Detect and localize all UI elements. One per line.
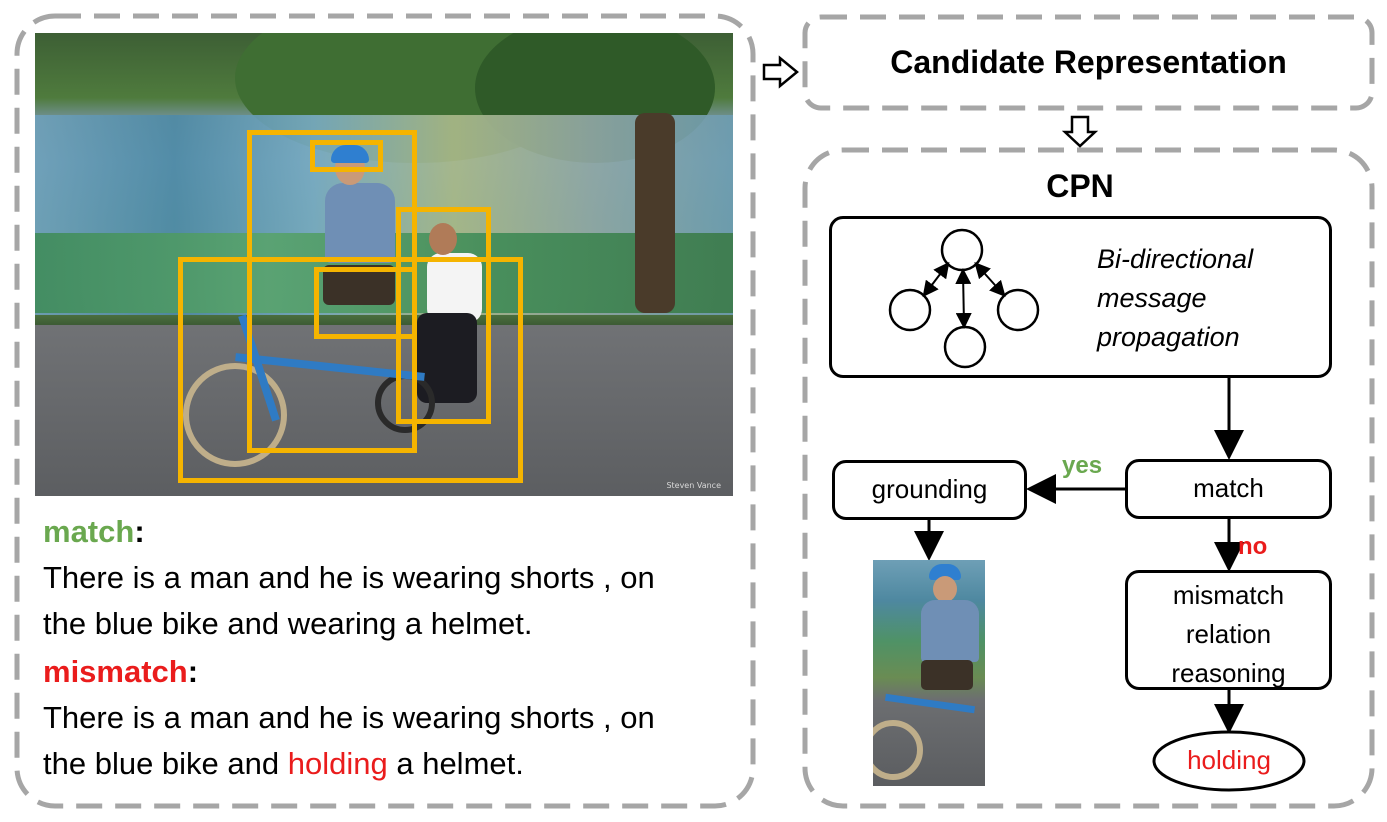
- bbox-helmet: [310, 140, 383, 172]
- propagation-box: [829, 216, 1332, 378]
- bbox-bike: [178, 257, 523, 483]
- mismatch-reasoning-label: mismatch relation reasoning: [1125, 576, 1332, 693]
- match-line-2: the blue bike and wearing a helmet.: [43, 606, 533, 641]
- candidate-representation-title: Candidate Representation: [890, 44, 1287, 80]
- helmet: [331, 145, 369, 163]
- match-colon: :: [134, 514, 145, 549]
- rider-head: [429, 223, 457, 255]
- propagation-text: Bi-directional message propagation: [1097, 240, 1317, 357]
- crop-shorts: [921, 660, 973, 690]
- graph-node-right: [996, 288, 1040, 332]
- propagation-line-3: propagation: [1097, 322, 1240, 352]
- rider-shirt: [427, 253, 482, 323]
- bike-front-wheel: [183, 363, 287, 467]
- hollow-arrow-right-icon: [762, 55, 799, 89]
- mismatch-reasoning-box: [1125, 570, 1332, 690]
- photo-watermark: Steven Vance: [666, 481, 721, 490]
- candidate-representation-border: [802, 14, 1375, 111]
- crop-helmet: [929, 564, 961, 580]
- result-label: holding: [1187, 745, 1271, 775]
- no-label: no: [1238, 533, 1268, 560]
- crop-shirt: [921, 600, 979, 662]
- match-header: match:: [43, 512, 743, 552]
- cyclist-shirt: [325, 183, 395, 263]
- mismatch-line-2: the blue bike and holding a helmet.: [43, 744, 743, 784]
- graph-node-left: [888, 288, 932, 332]
- graph-edge-top-right: [974, 262, 1006, 297]
- match-box-label: match: [1193, 473, 1264, 503]
- match-label: match: [43, 514, 135, 549]
- grounding-box: [832, 460, 1027, 520]
- mismatch-header: mismatch:: [43, 652, 743, 692]
- mismatch-reasoning-line-2: relation: [1185, 619, 1272, 649]
- scene-photo: Steven Vance: [35, 33, 733, 496]
- cpn-title: CPN: [1046, 168, 1114, 204]
- grounding-label: grounding: [871, 474, 988, 504]
- crop-wheel: [873, 720, 923, 780]
- match-line-1: There is a man and he is wearing shorts …: [43, 560, 655, 595]
- propagation-line-2: message: [1097, 283, 1207, 313]
- grounding-crop-image: [873, 560, 985, 786]
- yes-label: yes: [1062, 452, 1103, 479]
- match-box: [1125, 459, 1332, 519]
- bbox-rider: [396, 207, 491, 424]
- left-panel-border: [14, 13, 756, 809]
- cpn-panel-border: [802, 147, 1375, 809]
- graph-edge-top-bottom: [955, 268, 972, 329]
- mismatch-reasoning-line-3: reasoning: [1171, 658, 1286, 688]
- mismatch-line-2-pre: the blue bike and: [43, 746, 288, 781]
- propagation-line-1: Bi-directional: [1097, 244, 1254, 274]
- mismatch-caption: mismatch: There is a man and he is weari…: [43, 652, 743, 784]
- mismatch-line-2-highlight: holding: [287, 746, 388, 781]
- hollow-arrow-down-icon: [1061, 115, 1099, 148]
- crop-frame: [884, 693, 976, 714]
- crop-head: [933, 576, 957, 602]
- mismatch-colon: :: [187, 654, 199, 689]
- bbox-shorts: [314, 267, 417, 339]
- tree-trunk: [635, 113, 675, 313]
- mismatch-line-2-post: a helmet.: [387, 746, 524, 781]
- mismatch-label: mismatch: [43, 654, 188, 689]
- mismatch-reasoning-line-1: mismatch: [1172, 580, 1285, 610]
- mismatch-line-1: There is a man and he is wearing shorts …: [43, 700, 655, 735]
- match-caption: match: There is a man and he is wearing …: [43, 512, 743, 644]
- graph-edge-top-left: [922, 261, 950, 298]
- result-ellipse: [1152, 730, 1306, 792]
